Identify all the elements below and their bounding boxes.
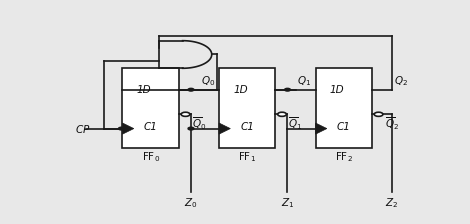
Text: FF$_1$: FF$_1$ xyxy=(238,150,256,164)
Text: $\overline{Q}_1$: $\overline{Q}_1$ xyxy=(288,116,303,132)
Circle shape xyxy=(188,88,194,91)
Bar xyxy=(315,68,372,148)
Text: $Z_1$: $Z_1$ xyxy=(281,196,294,210)
Text: 1D: 1D xyxy=(329,85,345,95)
Text: FF$_0$: FF$_0$ xyxy=(141,150,160,164)
Text: $\overline{Q}_2$: $\overline{Q}_2$ xyxy=(385,116,399,132)
Text: $Z_2$: $Z_2$ xyxy=(385,196,399,210)
Text: $Q_2$: $Q_2$ xyxy=(394,75,408,88)
Circle shape xyxy=(188,127,194,130)
Circle shape xyxy=(374,112,383,116)
Text: $Q_0$: $Q_0$ xyxy=(201,75,215,88)
Text: $Z_0$: $Z_0$ xyxy=(184,196,198,210)
Circle shape xyxy=(285,88,290,91)
Text: C1: C1 xyxy=(240,122,254,132)
Circle shape xyxy=(181,112,190,116)
Text: C1: C1 xyxy=(337,122,351,132)
Text: $CP$: $CP$ xyxy=(75,123,91,135)
Circle shape xyxy=(278,112,286,116)
Text: $\overline{Q}_0$: $\overline{Q}_0$ xyxy=(192,116,206,132)
Text: $Q_1$: $Q_1$ xyxy=(298,75,312,88)
Text: FF$_2$: FF$_2$ xyxy=(335,150,352,164)
Text: 1D: 1D xyxy=(233,85,248,95)
Bar xyxy=(123,68,179,148)
Polygon shape xyxy=(219,123,230,134)
Polygon shape xyxy=(123,123,134,134)
Text: C1: C1 xyxy=(144,122,157,132)
Polygon shape xyxy=(315,123,327,134)
Bar xyxy=(219,68,275,148)
Text: 1D: 1D xyxy=(137,85,151,95)
Circle shape xyxy=(118,127,124,130)
